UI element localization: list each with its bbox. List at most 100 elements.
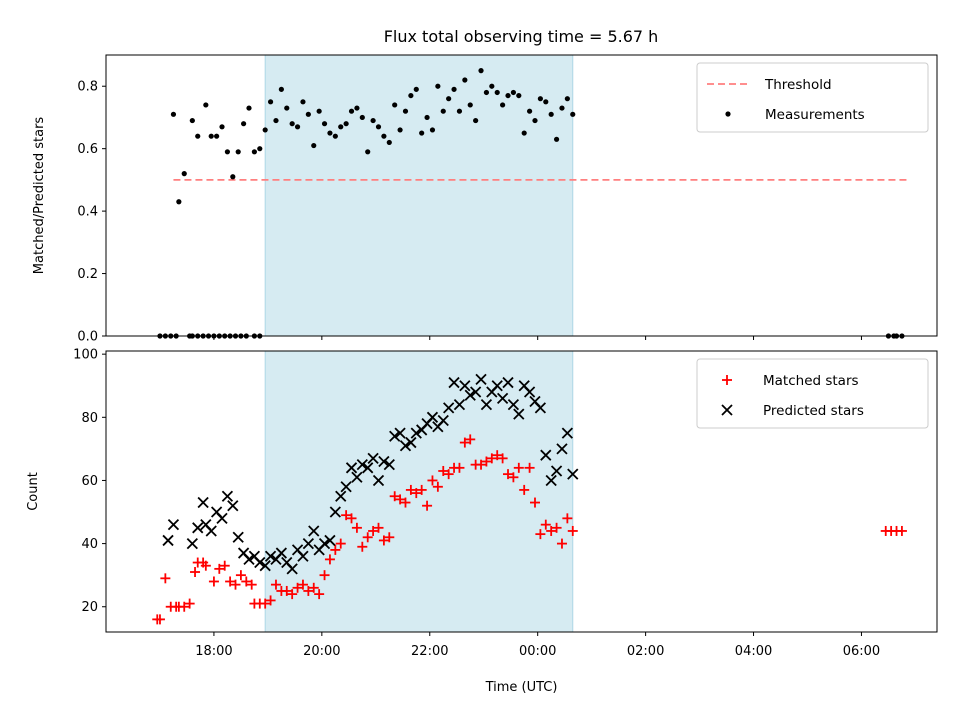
predicted-point — [340, 481, 352, 493]
measurement-point — [521, 130, 527, 136]
matched-point — [184, 598, 195, 609]
matched-point — [235, 570, 246, 581]
predicted-point — [324, 534, 336, 547]
measurement-point — [246, 105, 252, 111]
predicted-point — [464, 389, 476, 401]
count-legend: Matched stars Predicted stars — [696, 358, 929, 429]
measurement-point — [435, 83, 441, 89]
measurement-point — [553, 136, 560, 142]
measurement-point — [375, 124, 382, 130]
measurement-point — [478, 68, 484, 74]
predicted-point — [480, 399, 493, 411]
measurement-point — [500, 102, 506, 108]
measurement-point — [235, 149, 241, 155]
measurement-point — [370, 117, 376, 124]
matched-point — [308, 582, 319, 593]
predicted-point — [378, 455, 390, 468]
matched-point — [454, 462, 465, 473]
y-tick-label: 0.2 — [77, 267, 98, 282]
measurement-point — [537, 96, 543, 102]
predicted-point — [561, 427, 574, 439]
y-tick-label: 20 — [81, 600, 98, 615]
measurement-point — [343, 121, 349, 127]
predicted-point — [496, 392, 509, 404]
predicted-point — [540, 449, 552, 461]
measurement-point — [257, 146, 263, 152]
measurement-point — [564, 96, 570, 102]
y-tick-label: 0.4 — [77, 205, 98, 220]
measurement-point — [456, 108, 463, 114]
count-axes: 20 40 60 80 100 18:00 20:00 22:00 00:00 02:00 04:0… — [26, 348, 938, 695]
measurement-point — [214, 133, 220, 139]
matched-point — [346, 513, 357, 524]
predicted-point — [227, 500, 239, 512]
matched-point — [492, 450, 503, 461]
measurement-point — [570, 111, 576, 117]
predicted-point — [523, 386, 536, 398]
measurement-point — [262, 127, 268, 133]
predicted-point — [286, 563, 298, 575]
measurement-point — [300, 99, 306, 105]
matched-point — [303, 585, 314, 596]
matched-point — [411, 488, 422, 499]
matched-point — [427, 475, 438, 486]
matched-point — [497, 453, 508, 464]
measurement-point — [429, 127, 436, 133]
measurement-point — [305, 111, 311, 117]
predicted-point — [453, 399, 466, 411]
measurement-point — [548, 111, 554, 117]
matched-point — [524, 462, 535, 473]
measurement-point — [489, 83, 495, 89]
matched-point — [481, 456, 492, 467]
measurement-point — [359, 114, 365, 121]
predicted-point — [275, 547, 288, 559]
matched-point — [476, 459, 487, 470]
predicted-point — [243, 553, 255, 566]
x-axis-label: Time (UTC) — [485, 680, 558, 695]
matched-point — [395, 494, 406, 505]
measurement-point — [483, 89, 490, 96]
matched-point — [562, 513, 573, 524]
matched-point — [465, 434, 476, 445]
matched-point — [503, 469, 514, 480]
matched-point — [416, 484, 427, 495]
matched-point — [400, 497, 411, 508]
matched-point — [270, 579, 281, 590]
matched-point — [384, 532, 395, 543]
matched-point — [513, 462, 524, 473]
y-axis-label: Count — [26, 472, 41, 511]
measurement-point — [446, 96, 452, 102]
predicted-point — [308, 525, 320, 537]
measurement-point — [462, 77, 468, 83]
matched-point — [373, 522, 384, 533]
matched-point — [405, 484, 416, 495]
predicted-point — [437, 414, 449, 427]
predicted-point — [502, 376, 514, 389]
measurement-point — [365, 149, 371, 155]
x-tick-label: 18:00 — [195, 644, 232, 659]
predicted-point — [507, 399, 520, 411]
predicted-point — [405, 436, 417, 449]
predicted-point — [367, 452, 379, 464]
predicted-point — [426, 411, 439, 423]
matched-point — [368, 525, 379, 536]
measurement-point — [424, 114, 430, 121]
predicted-point — [232, 531, 244, 543]
ratio-axes: 0.0 0.2 0.4 0.6 0.8 Matched/Predicted stars Th… — [32, 54, 938, 345]
matched-point — [529, 497, 540, 508]
count-frame — [105, 350, 938, 633]
predicted-point — [567, 468, 579, 480]
matched-point — [230, 579, 241, 590]
predicted-point — [167, 519, 180, 531]
predicted-point — [186, 537, 198, 550]
matched-point — [200, 560, 211, 571]
matched-point — [556, 538, 567, 549]
matched-point — [314, 589, 325, 600]
x-tick-label: 02:00 — [627, 644, 664, 659]
measurement-point — [316, 108, 322, 114]
measurement-point — [392, 102, 398, 108]
y-tick-label: 100 — [73, 348, 98, 363]
legend-matched-swatch — [722, 375, 732, 385]
x-tick-label: 22:00 — [411, 644, 448, 659]
